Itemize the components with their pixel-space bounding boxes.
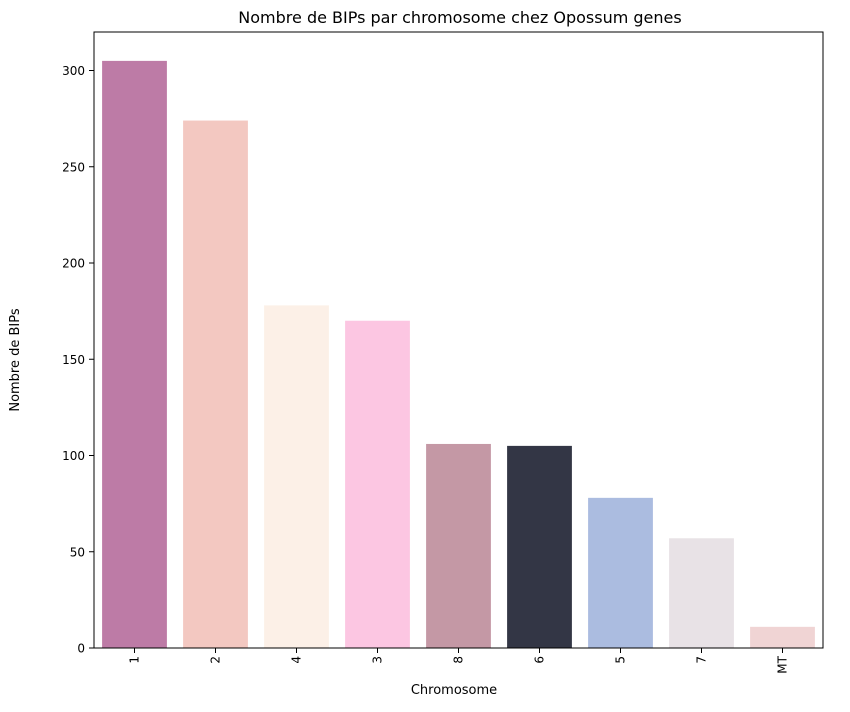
y-tick-label: 200 [62, 257, 85, 271]
y-tick-label: 150 [62, 353, 85, 367]
y-tick-label: 100 [62, 449, 85, 463]
x-tick-label: 4 [290, 656, 304, 664]
x-tick-label: 3 [371, 656, 385, 664]
x-tick-label: MT [776, 655, 790, 673]
y-axis: 0 50 100 150 200 250 300 [62, 64, 94, 656]
bar-chromosome-8 [426, 443, 491, 648]
y-tick-label: 250 [62, 160, 85, 174]
bar-chromosome-1 [102, 60, 167, 649]
y-tick-label: 300 [62, 64, 85, 78]
y-tick-label: 0 [77, 642, 85, 656]
x-tick-label: 2 [209, 656, 223, 664]
bar-chromosome-2 [183, 120, 248, 649]
x-tick-label: 7 [695, 656, 709, 664]
plot-frame [93, 31, 824, 649]
x-tick-label: 1 [128, 656, 142, 664]
bars-group [102, 60, 815, 649]
bar-chromosome-4 [264, 305, 329, 648]
bar-chromosome-5 [588, 497, 653, 648]
x-tick-label: 5 [614, 656, 628, 664]
x-axis: 1 2 4 3 8 6 5 7 MT [128, 648, 790, 674]
y-axis-label: Nombre de BIPs [8, 308, 23, 412]
chart-title: Nombre de BIPs par chromosome chez Oposs… [238, 8, 681, 27]
bar-chromosome-3 [345, 320, 410, 648]
bar-chromosome-6 [507, 445, 572, 649]
bar-chromosome-7 [669, 538, 734, 648]
x-axis-label: Chromosome [411, 683, 497, 698]
y-tick-label: 50 [70, 545, 85, 559]
bar-chromosome-mt [750, 626, 815, 648]
x-tick-label: 6 [533, 656, 547, 664]
x-tick-label: 8 [452, 656, 466, 664]
